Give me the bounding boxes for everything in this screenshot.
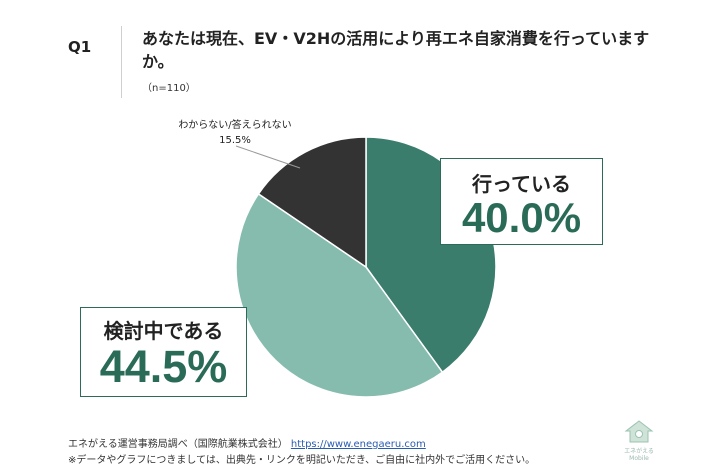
slice-name-doing: 行っている [472,172,571,196]
slice-name-considering: 検討中である [103,319,224,343]
logo-house-icon [624,420,654,443]
slice-value-doing: 40.0% [461,194,582,241]
leader-line-unknown [235,145,301,169]
question-number: Q1 [68,38,92,56]
sample-size: （n=110） [142,83,196,94]
pie-slice-considering [235,192,444,398]
question-text: あなたは現在、EV・V2Hの活用により再エネ自家消費を行っていますか。 [142,29,650,71]
slice-value-unknown: 15.5% [219,135,251,146]
slice-value-considering: 44.5% [99,341,228,392]
slice-name-unknown: わからない/答えられない [178,120,292,131]
question-divider [121,26,122,98]
logo-subtext: Mobile [629,455,649,462]
pie-slice-unknown [257,136,367,269]
logo-text: エネがえる [624,448,654,455]
footer-link[interactable]: https://www.enegaeru.com [290,439,426,450]
footer-source-line: エネがえる運営事務局調べ（国際航業株式会社） https://www.enega… [68,437,535,453]
footer: エネがえる運営事務局調べ（国際航業株式会社） https://www.enega… [68,437,535,469]
footer-note: ※データやグラフにつきましては、出典先・リンクを明記いただき、ご自由に社内外でご… [68,455,536,466]
slice-label-unknown: わからない/答えられない 15.5% [150,118,320,148]
enegaeru-logo: エネがえる Mobile [617,418,661,466]
footer-source: エネがえる運営事務局調べ（国際航業株式会社） [68,439,288,450]
slice-label-doing: 行っている 40.0% [440,158,603,245]
slice-label-considering: 検討中である 44.5% [80,307,247,397]
